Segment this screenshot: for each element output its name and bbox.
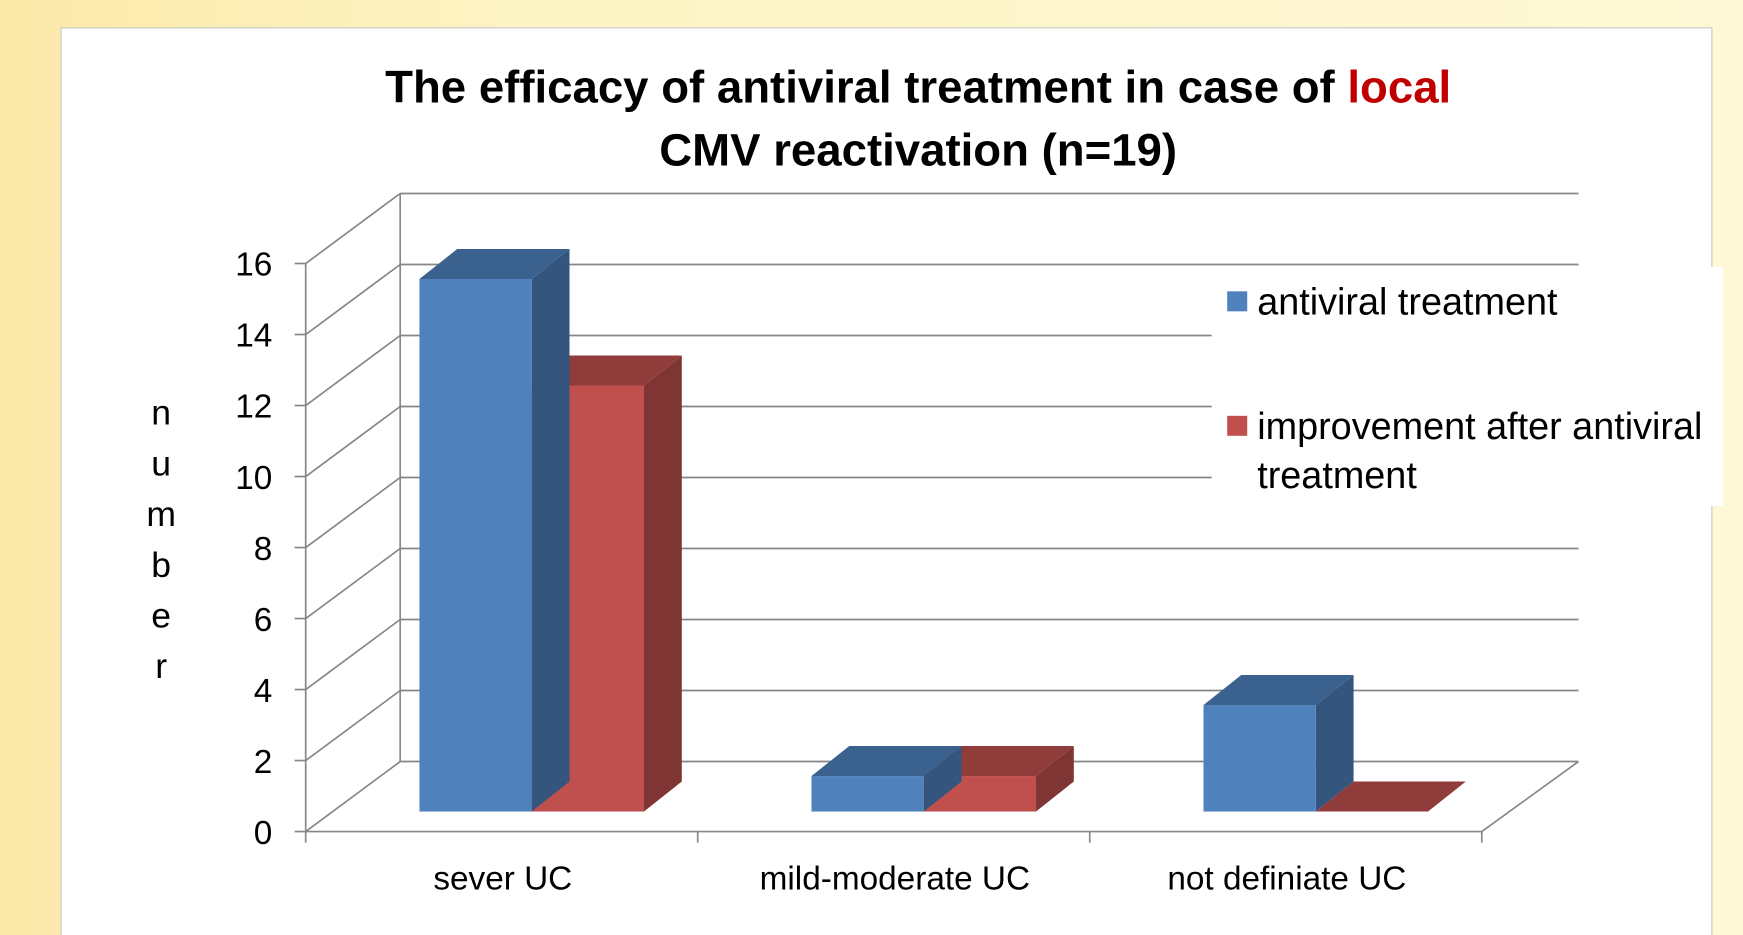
bar bbox=[1203, 675, 1354, 812]
grid-line bbox=[305, 760, 401, 833]
y-tick-label: 0 bbox=[254, 815, 273, 852]
legend-label: antiviral treatment bbox=[1257, 282, 1558, 324]
grid-line bbox=[305, 334, 401, 407]
bar-front bbox=[419, 279, 532, 812]
y-tick-label: 8 bbox=[254, 531, 273, 568]
title-highlight: local bbox=[1347, 61, 1451, 112]
y-label-letter: u bbox=[151, 443, 171, 483]
bar-front bbox=[1203, 705, 1316, 812]
title-word: treatment bbox=[904, 61, 1124, 112]
chart-title: The efficacy of antiviral treatment in c… bbox=[385, 61, 1451, 175]
bar-side bbox=[1315, 675, 1354, 812]
y-tick-label: 10 bbox=[235, 460, 272, 497]
y-tick-label: 12 bbox=[235, 389, 272, 426]
y-label-letter: e bbox=[151, 595, 171, 635]
y-tick-label: 2 bbox=[254, 744, 273, 781]
legend-line: treatment bbox=[1257, 455, 1417, 497]
y-label-letter: r bbox=[155, 646, 167, 686]
title-word: of bbox=[1292, 61, 1348, 112]
legend-label: improvement after antiviral treatment bbox=[1257, 406, 1702, 497]
title-word: case bbox=[1178, 61, 1292, 112]
title-word: CMV bbox=[659, 125, 773, 176]
y-tick-label: 6 bbox=[254, 602, 273, 639]
y-tick-label: 16 bbox=[235, 247, 272, 284]
bar bbox=[811, 746, 962, 812]
title-word: efficacy bbox=[479, 61, 661, 112]
bar bbox=[419, 248, 570, 812]
grid-line bbox=[305, 689, 401, 762]
title-word: antiviral bbox=[717, 61, 904, 112]
title-word: reactivation bbox=[773, 125, 1041, 176]
x-tick-label: not definiate UC bbox=[1167, 860, 1406, 897]
y-tick-label: 14 bbox=[235, 318, 272, 355]
y-tick-label: 4 bbox=[254, 673, 273, 710]
bar-top bbox=[1203, 675, 1354, 706]
bar-top bbox=[1315, 781, 1466, 812]
bar-front bbox=[811, 776, 924, 812]
title-word: in bbox=[1125, 61, 1178, 112]
bar-side bbox=[923, 746, 962, 812]
title-word: of bbox=[661, 61, 717, 112]
y-label-letter: n bbox=[151, 393, 171, 433]
grid-line bbox=[305, 476, 401, 549]
bar bbox=[1315, 781, 1466, 812]
x-tick-label: mild-moderate UC bbox=[760, 860, 1030, 897]
grid-line bbox=[305, 618, 401, 691]
legend-swatch bbox=[1227, 415, 1248, 436]
legend-background bbox=[1211, 266, 1723, 506]
legend-swatch bbox=[1227, 291, 1248, 312]
bar-top bbox=[811, 746, 962, 777]
grid-line bbox=[305, 547, 401, 620]
bar-side bbox=[643, 355, 682, 812]
floor-edge bbox=[1481, 760, 1579, 833]
bar-side bbox=[531, 248, 570, 812]
title-word: The bbox=[385, 61, 479, 112]
x-tick-label: sever UC bbox=[433, 860, 572, 897]
y-label-letter: b bbox=[151, 545, 171, 585]
bar-side bbox=[1036, 746, 1074, 812]
grid-line bbox=[305, 263, 401, 336]
bar-top bbox=[419, 248, 570, 280]
grid-line bbox=[305, 405, 401, 478]
grid-line bbox=[305, 192, 401, 265]
y-label-letter: m bbox=[146, 494, 176, 534]
legend-line: improvement after antiviral bbox=[1257, 406, 1702, 448]
title-word: (n=19) bbox=[1042, 125, 1177, 176]
